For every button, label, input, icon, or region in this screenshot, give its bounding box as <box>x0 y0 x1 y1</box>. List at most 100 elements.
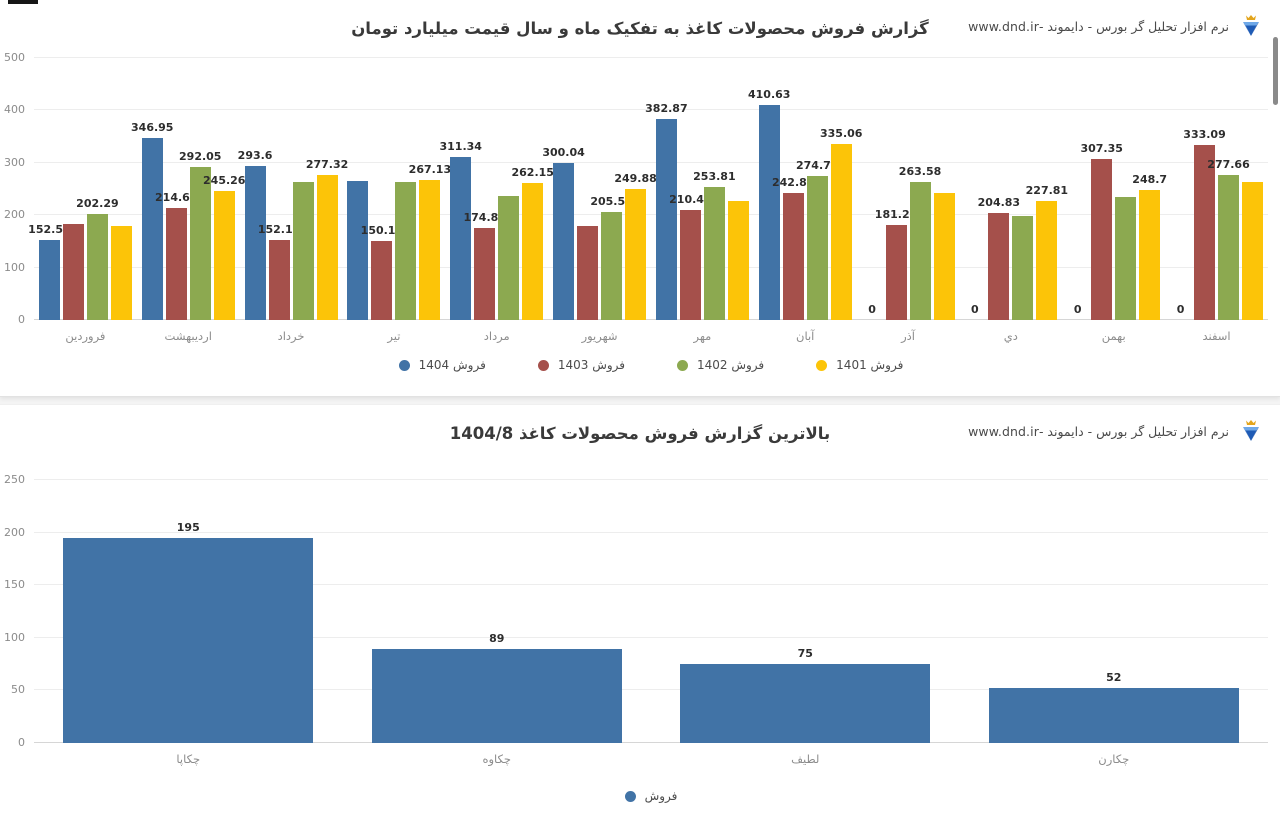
bar-فروش 1403-خرداد[interactable] <box>268 240 290 320</box>
bar-groups: 195 89 75 52 <box>34 480 1268 743</box>
bar-فروش 1404-مهر[interactable] <box>655 119 677 320</box>
bar-فروش 1404-شهریور[interactable] <box>553 162 575 320</box>
x-axis-label-0: فروردین <box>65 329 106 343</box>
bar-فروش 1403-مهر[interactable] <box>679 209 701 320</box>
legend-dot-icon <box>816 359 828 371</box>
diamond-logo-icon <box>1243 420 1259 441</box>
bar-value-label: 292.05 <box>179 149 222 163</box>
bar-slot: 263.58 <box>899 58 941 320</box>
x-axis-label-9: دي <box>1003 329 1018 343</box>
bar-فروش 1401-آبان[interactable] <box>830 144 852 320</box>
bar-slot: 0 <box>1170 58 1191 320</box>
bar-فروش 1401-مرداد[interactable] <box>522 182 544 320</box>
x-axis-label-5: شهریور <box>581 329 618 343</box>
bar-group-5: 300.04 205.56 249.88 <box>542 58 657 320</box>
bar-فروش 1403-شهریور[interactable] <box>577 225 599 320</box>
bar-فروش 1401-مهر[interactable] <box>727 200 749 320</box>
bar-فروش 1404-تیر[interactable] <box>347 181 369 320</box>
legend-label: فروش 1401 <box>836 358 904 372</box>
bar-group-7: 410.63 242.88 274.79 335.06 <box>748 58 862 320</box>
bar-value-label: 311.34 <box>439 139 482 153</box>
bar-فروش 1402-اسفند[interactable] <box>1218 174 1240 320</box>
bar-فروش 1402-فروردین[interactable] <box>86 214 108 320</box>
bar-فروش 1403-تیر[interactable] <box>371 241 393 320</box>
bar-فروش 1403-مرداد[interactable] <box>474 228 496 320</box>
x-axis-label-10: بهمن <box>1101 329 1126 343</box>
bar-فروش 1404-فروردین[interactable] <box>38 240 60 320</box>
bar-value-label: 181.28 <box>874 208 918 222</box>
bar-group-10: 0 307.35 248.7 <box>1062 58 1168 320</box>
legend-item[interactable]: فروش 1401 <box>816 358 903 372</box>
y-axis-tick-label: 200 <box>4 525 25 539</box>
y-axis-tick-label: 0 <box>18 313 25 326</box>
bar-فروش 1402-مرداد[interactable] <box>498 195 520 320</box>
bar-فروش 1403-اسفند[interactable] <box>1194 145 1216 320</box>
legend-item[interactable]: فروش <box>624 789 677 803</box>
bar-فروش 1404-خرداد[interactable] <box>244 166 266 320</box>
bar-value-label: 277.66 <box>1207 157 1250 171</box>
bar-فروش-چکارن[interactable] <box>988 688 1239 743</box>
legend-item[interactable]: فروش 1404 <box>398 358 486 372</box>
bar-value-label: 274.79 <box>795 159 839 173</box>
scrollbar-thumb[interactable] <box>1273 37 1278 105</box>
bar-فروش 1403-آذر[interactable] <box>885 225 907 320</box>
bar-فروش 1403-آبان[interactable] <box>782 192 804 320</box>
bar-slot: 410.63 <box>748 58 790 320</box>
bar-slot: 242.88 <box>772 58 814 320</box>
legend-item[interactable]: فروش 1403 <box>537 358 625 372</box>
bar-فروش-چکاوه[interactable] <box>371 649 622 743</box>
bar-slot: 181.28 <box>875 58 917 320</box>
bar-فروش 1401-تیر[interactable] <box>419 180 441 320</box>
bar-slot: 0 <box>964 58 985 320</box>
x-axis-label-7: آبان <box>796 329 815 343</box>
x-axis-label-1: چکاوه <box>482 752 512 766</box>
bar-فروش 1401-خرداد[interactable] <box>316 174 338 320</box>
bar-group-3: 150.17 267.13 <box>342 58 451 320</box>
bar-فروش 1401-اسفند[interactable] <box>1242 181 1264 320</box>
bar-فروش-لطیف[interactable] <box>680 664 931 743</box>
bar-فروش 1401-بهمن[interactable] <box>1139 189 1161 320</box>
bar-slot: 249.88 <box>614 58 657 320</box>
bar-فروش 1402-آبان[interactable] <box>806 176 828 320</box>
bar-فروش 1402-دي[interactable] <box>1012 215 1034 320</box>
y-axis: 0 50 100 150 200 250 <box>0 473 30 749</box>
bar-slot: 152.15 <box>258 58 300 320</box>
bar-slot <box>933 58 955 320</box>
bar-slot: 274.79 <box>796 58 838 320</box>
bar-فروش 1402-مهر[interactable] <box>703 187 725 320</box>
bar-فروش 1402-شهریور[interactable] <box>601 212 623 320</box>
bar-فروش 1404-مرداد[interactable] <box>450 156 472 320</box>
y-axis-tick-label: 200 <box>4 208 25 222</box>
bar-فروش 1403-فروردین[interactable] <box>62 223 84 320</box>
bar-فروش 1402-آذر[interactable] <box>909 181 931 320</box>
bar-فروش 1403-دي[interactable] <box>988 212 1010 320</box>
bar-value-label: 210.44 <box>669 192 712 206</box>
bar-value-label: 89 <box>489 632 505 646</box>
bar-value-label: 335.06 <box>819 127 863 141</box>
bar-فروش-چکاپا[interactable] <box>63 537 314 743</box>
bar-فروش 1402-خرداد[interactable] <box>292 182 314 320</box>
brand-text: نرم افزار تحلیل گر بورس - دایموند -www.d… <box>968 18 1229 34</box>
bar-slot: 0 <box>1067 58 1088 320</box>
bar-group-9: 0 204.83 227.81 <box>959 58 1068 320</box>
bar-فروش 1401-فروردین[interactable] <box>110 225 132 320</box>
bar-فروش 1401-شهریور[interactable] <box>625 189 647 320</box>
bar-فروش 1402-اردیبهشت[interactable] <box>189 166 211 320</box>
bar-فروش 1404-اردیبهشت[interactable] <box>141 138 163 320</box>
chart-title: گزارش فروش محصولات کاغذ به تفکیک ماه و س… <box>351 19 929 38</box>
bar-value-label: 248.7 <box>1132 172 1168 186</box>
bar-فروش 1401-دي[interactable] <box>1036 200 1058 320</box>
bar-slot: 205.56 <box>590 58 633 320</box>
bar-فروش 1404-آبان[interactable] <box>758 104 780 320</box>
bar-فروش 1401-اردیبهشت[interactable] <box>213 191 235 320</box>
bar-value-label: 205.56 <box>590 195 633 209</box>
bar-فروش 1403-بهمن[interactable] <box>1091 158 1113 320</box>
y-axis-tick-label: 150 <box>4 578 25 592</box>
bar-فروش 1401-آذر[interactable] <box>933 193 955 320</box>
bar-فروش 1402-تیر[interactable] <box>395 182 417 320</box>
bar-فروش 1403-اردیبهشت[interactable] <box>165 207 187 320</box>
bar-value-label: 253.81 <box>693 170 736 184</box>
legend-item[interactable]: فروش 1402 <box>677 358 764 372</box>
bar-فروش 1402-بهمن[interactable] <box>1115 197 1137 320</box>
gridline <box>34 584 1268 586</box>
